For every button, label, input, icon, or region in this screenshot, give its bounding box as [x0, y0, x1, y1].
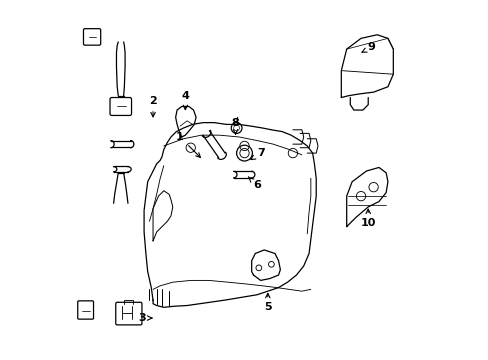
Text: 9: 9	[361, 42, 375, 52]
Text: 2: 2	[149, 96, 157, 117]
Text: 7: 7	[250, 148, 264, 159]
Text: 10: 10	[360, 209, 375, 228]
Text: 8: 8	[231, 118, 239, 134]
Text: 5: 5	[264, 293, 271, 312]
Text: 1: 1	[176, 132, 200, 157]
Text: 6: 6	[248, 177, 261, 190]
Text: 3: 3	[138, 313, 152, 323]
Text: 4: 4	[181, 91, 189, 110]
